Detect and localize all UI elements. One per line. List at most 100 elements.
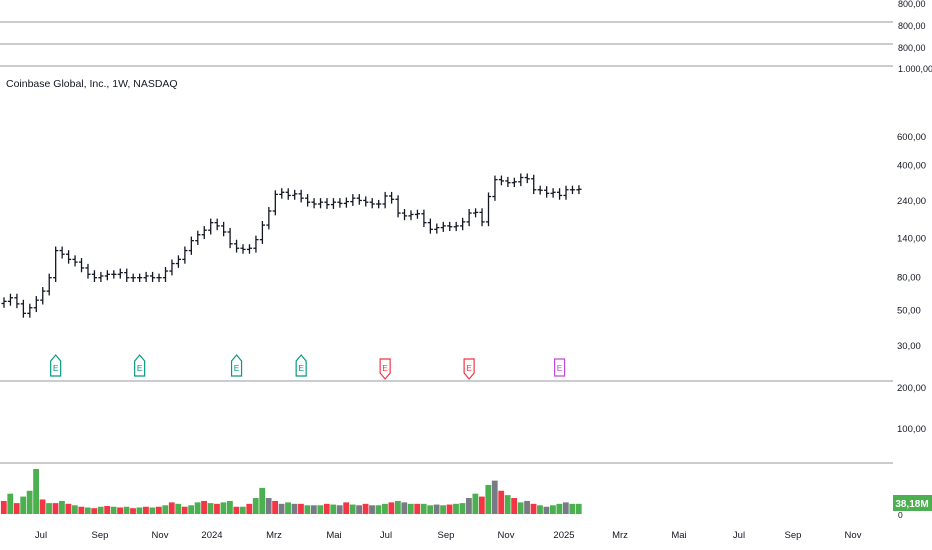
ohlc-bar <box>531 174 537 195</box>
volume-last-badge-bg <box>893 495 932 511</box>
volume-bar <box>466 498 472 514</box>
ohlc-bar <box>576 185 582 195</box>
volume-bar <box>304 505 311 514</box>
volume-bar <box>310 505 317 514</box>
time-tick-label: Mrz <box>612 530 628 541</box>
time-axis: Jul Sep Nov 2024 Mrz Mai Jul Sep Nov 2025 Mrz Mai Ju… <box>35 530 862 541</box>
volume-bar <box>427 505 434 514</box>
ohlc-bar <box>272 190 278 216</box>
price-tick-label: 600,00 <box>897 132 926 143</box>
volume-bar <box>323 503 330 514</box>
volume-bar <box>252 498 259 514</box>
volume-bar <box>478 496 485 514</box>
price-tick-label: 80,00 <box>897 273 921 284</box>
ohlc-bar <box>518 173 524 187</box>
top-pane-label: 800,00 <box>898 21 926 31</box>
volume-bar <box>259 487 266 514</box>
ohlc-bar <box>104 270 110 281</box>
ohlc-bar <box>479 208 485 227</box>
ohlc-bar <box>401 208 408 221</box>
ohlc-bar <box>569 185 576 195</box>
ohlc-bar <box>434 223 440 234</box>
volume-bar <box>265 498 272 514</box>
ohlc-bar <box>240 244 246 254</box>
ohlc-bar <box>511 177 517 188</box>
ohlc-bar <box>221 221 227 237</box>
volume-bar <box>317 505 324 514</box>
earnings-marker-label: E <box>557 363 563 373</box>
ohlc-bar <box>414 209 421 219</box>
ohlc-bar <box>169 259 175 276</box>
top-pane-label: 1.000,00 <box>898 64 932 74</box>
volume-bar <box>407 503 414 514</box>
volume-bar <box>136 507 143 514</box>
volume-bar <box>414 503 421 514</box>
earnings-marker-label: E <box>234 363 240 373</box>
ohlc-bar <box>382 191 388 209</box>
ohlc-bar <box>227 227 233 249</box>
volume-bar <box>65 503 72 514</box>
ohlc-bar <box>59 246 65 259</box>
earnings-marker: E <box>379 358 391 380</box>
ohlc-bar <box>389 191 395 204</box>
ohlc-bar <box>72 255 78 267</box>
ohlc-bar <box>14 293 20 309</box>
ohlc-bar <box>330 198 337 209</box>
ohlc-bar <box>162 266 169 283</box>
volume-bar <box>543 506 550 514</box>
volume-bar <box>13 503 20 514</box>
volume-bar <box>550 505 556 514</box>
ohlc-bar <box>117 268 123 279</box>
volume-bar <box>143 506 149 514</box>
volume-bar <box>343 502 350 514</box>
earnings-marker: E <box>230 354 243 377</box>
ohlc-bar <box>447 221 453 232</box>
earnings-marker: E <box>295 354 307 377</box>
volume-bar <box>562 502 569 514</box>
ohlc-bar <box>33 296 39 313</box>
earnings-marker-label: E <box>298 363 304 373</box>
volume-bar <box>272 500 279 514</box>
ohlc-bar <box>311 198 317 209</box>
volume-bar <box>446 504 453 514</box>
ohlc-bar <box>279 188 285 199</box>
volume-bar <box>420 503 427 514</box>
volume-bar <box>356 505 362 514</box>
time-tick-label: Jul <box>35 530 47 541</box>
volume-bar <box>394 500 401 514</box>
volume-bar <box>52 503 59 514</box>
volume-bar <box>149 507 156 514</box>
price-tick-label: 50,00 <box>897 306 921 317</box>
time-tick-label: Mai <box>326 530 341 541</box>
volume-bar <box>382 503 388 514</box>
ohlc-bar <box>195 230 201 245</box>
volume-bar <box>71 505 78 514</box>
volume-bar <box>227 500 233 514</box>
ohlc-bar <box>7 293 14 306</box>
ohlc-bar <box>524 173 530 184</box>
earnings-marker-label: E <box>382 363 388 373</box>
ohlc-bar <box>85 263 91 279</box>
volume-bar <box>91 508 98 514</box>
ohlc-bar <box>350 194 356 206</box>
ohlc-bar <box>233 239 240 253</box>
volume-bar <box>130 508 136 514</box>
volume-bar <box>188 505 195 514</box>
volume-bar <box>207 503 214 514</box>
ohlc-bar <box>1 297 7 308</box>
time-tick-label: Jul <box>733 530 745 541</box>
pane-separators <box>0 21 893 464</box>
ohlc-bar <box>563 185 569 200</box>
ohlc-bar <box>253 235 259 253</box>
ohlc-bar <box>53 246 59 283</box>
earnings-marker: E <box>553 358 566 377</box>
volume-bar <box>569 503 576 514</box>
price-tick-label: 400,00 <box>897 160 926 171</box>
mid-pane-tick-label: 100,00 <box>897 424 926 435</box>
ohlc-bar <box>188 236 194 255</box>
ohlc-bar <box>305 194 311 207</box>
price-bars <box>1 173 582 318</box>
volume-bar <box>524 500 530 514</box>
time-tick-label: Nov <box>845 530 862 541</box>
